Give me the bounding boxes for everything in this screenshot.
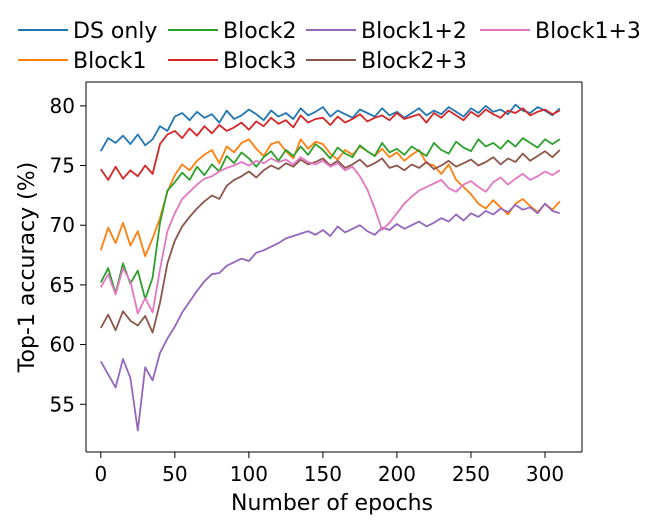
series-line-block2-plus-3 bbox=[100, 149, 561, 334]
plot-area bbox=[86, 82, 582, 452]
x-tick-label: 150 bbox=[304, 462, 342, 486]
y-tick-label: 55 bbox=[50, 392, 75, 416]
x-tick-label: 200 bbox=[378, 462, 416, 486]
legend-label: Block1+2 bbox=[361, 19, 467, 44]
series-line-ds-only bbox=[100, 103, 561, 152]
series-layer bbox=[99, 103, 561, 432]
x-tick-label: 50 bbox=[162, 462, 187, 486]
y-tick-label: 65 bbox=[50, 273, 75, 297]
legend-label: DS only bbox=[73, 19, 157, 44]
series-line-block1 bbox=[99, 138, 561, 258]
x-tick-label: 100 bbox=[230, 462, 268, 486]
legend-label: Block2+3 bbox=[361, 49, 467, 74]
legend-label: Block1 bbox=[73, 49, 147, 74]
y-axis-ticks: 55 60 65 70 75 80 bbox=[50, 94, 86, 416]
y-tick-label: 75 bbox=[50, 154, 75, 178]
x-tick-label: 0 bbox=[94, 462, 107, 486]
series-line-block2 bbox=[100, 137, 561, 301]
x-axis-ticks: 0 50 100 150 200 250 300 bbox=[94, 452, 564, 486]
legend-label: Block3 bbox=[223, 49, 297, 74]
y-tick-label: 60 bbox=[50, 333, 75, 357]
x-axis-label: Number of epochs bbox=[231, 491, 433, 516]
series-line-block1-plus-3 bbox=[100, 156, 561, 315]
legend: DS only Block1 Block2 Block3 Block1+2 Block2+… bbox=[18, 19, 641, 74]
y-tick-label: 80 bbox=[50, 94, 75, 118]
y-tick-label: 70 bbox=[50, 213, 75, 237]
series-line-block3 bbox=[100, 107, 561, 181]
legend-label: Block2 bbox=[223, 19, 297, 44]
series-line-block1-plus-2 bbox=[100, 202, 561, 432]
x-tick-label: 300 bbox=[526, 462, 564, 486]
legend-label: Block1+3 bbox=[535, 19, 641, 44]
x-tick-label: 250 bbox=[452, 462, 490, 486]
y-axis-label: Top-1 accuracy (%) bbox=[15, 162, 40, 373]
